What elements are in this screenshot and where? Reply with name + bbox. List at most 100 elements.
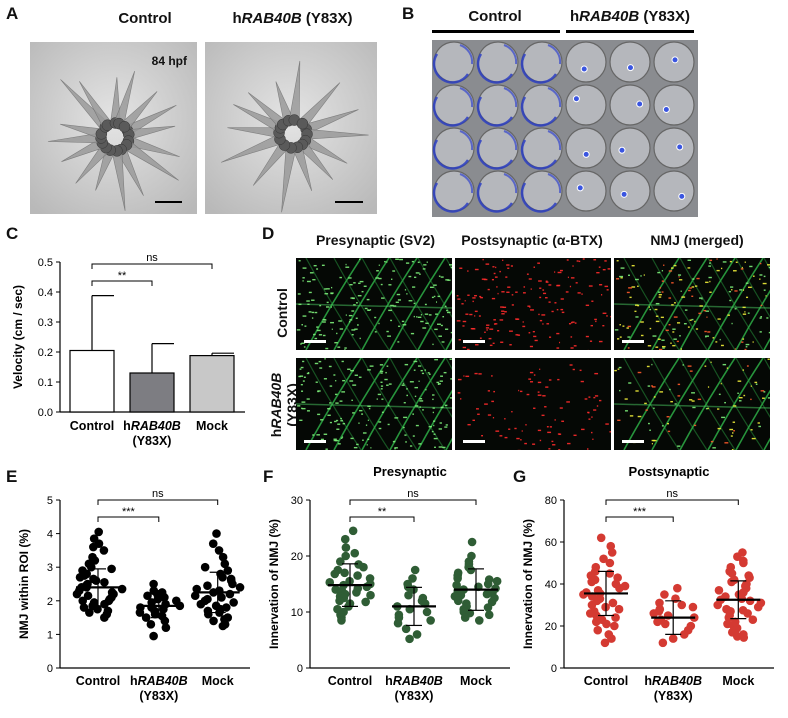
synapse-puncta: [392, 440, 396, 443]
synapse-puncta: [478, 315, 481, 317]
synapse-puncta: [367, 419, 369, 422]
data-point: [460, 613, 470, 622]
synapse-puncta: [359, 337, 361, 340]
synapse-puncta: [380, 381, 383, 383]
synapse-puncta: [566, 259, 569, 261]
synapse-puncta: [560, 308, 564, 311]
synapse-puncta: [380, 385, 384, 387]
synapse-puncta: [640, 334, 644, 337]
synapse-puncta: [394, 448, 396, 450]
synapse-puncta: [668, 297, 672, 299]
synapse-puncta: [327, 408, 331, 410]
data-point: [150, 609, 160, 619]
synapse-puncta: [328, 365, 332, 368]
significance-label: ns: [152, 488, 164, 500]
synapse-puncta: [651, 439, 655, 442]
track-trace: [520, 96, 558, 127]
myoseptum-line: [389, 358, 446, 450]
synapse-puncta: [742, 338, 745, 340]
synapse-puncta: [422, 409, 424, 411]
synapse-puncta: [456, 320, 461, 322]
significance-label: ***: [122, 506, 136, 518]
synapse-puncta: [537, 429, 542, 432]
synapse-puncta: [648, 422, 650, 425]
synapse-puncta: [532, 443, 536, 445]
synapse-puncta: [678, 276, 680, 278]
synapse-puncta: [733, 405, 737, 407]
synapse-puncta: [312, 434, 315, 436]
micrograph-mutant-postsynaptic: [455, 358, 611, 450]
synapse-puncta: [655, 302, 660, 305]
synapse-puncta: [433, 284, 437, 286]
synapse-puncta: [762, 397, 765, 399]
synapse-puncta: [572, 265, 574, 267]
synapse-puncta: [493, 390, 496, 393]
synapse-puncta: [729, 428, 734, 431]
synapse-puncta: [325, 306, 330, 308]
synapse-puncta: [495, 430, 500, 432]
synapse-puncta: [658, 296, 662, 298]
synapse-puncta: [499, 435, 503, 437]
synapse-puncta: [617, 419, 621, 422]
synapse-puncta: [504, 436, 508, 439]
synapse-puncta: [388, 383, 392, 385]
data-point: [79, 603, 89, 612]
panel-a-mutant-title: hRAB40B (Y83X): [232, 10, 353, 27]
track-trace: [432, 182, 470, 213]
synapse-puncta: [485, 327, 489, 329]
synapse-puncta: [322, 319, 326, 321]
synapse-puncta: [337, 443, 341, 445]
synapse-puncta: [570, 322, 573, 324]
synapse-puncta: [545, 281, 549, 283]
synapse-puncta: [704, 365, 707, 367]
synapse-puncta: [416, 316, 418, 318]
synapse-puncta: [395, 301, 399, 303]
synapse-puncta: [525, 424, 527, 426]
synapse-puncta: [419, 406, 422, 408]
synapse-puncta: [386, 365, 389, 367]
synapse-puncta: [767, 264, 770, 266]
significance-label: ***: [633, 506, 647, 518]
synapse-puncta: [533, 335, 537, 338]
synapse-puncta: [739, 289, 743, 291]
synapse-puncta: [450, 331, 452, 334]
synapse-puncta: [570, 347, 574, 349]
synapse-puncta: [717, 408, 720, 410]
track-dot: [620, 190, 628, 198]
synapse-puncta: [602, 325, 605, 327]
synapse-puncta: [404, 289, 407, 291]
synapse-puncta: [587, 412, 590, 414]
synapse-puncta: [445, 424, 448, 426]
synapse-puncta: [556, 308, 559, 311]
synapse-puncta: [299, 368, 302, 370]
synapse-puncta: [356, 443, 359, 446]
synapse-puncta: [317, 390, 320, 393]
x-tick-label: Control: [70, 419, 114, 433]
y-tick-label: 0.1: [38, 377, 53, 389]
synapse-puncta: [472, 297, 476, 299]
myoseptum-line: [333, 358, 390, 450]
synapse-puncta: [463, 375, 465, 377]
synapse-puncta: [589, 340, 593, 342]
data-point: [608, 598, 618, 608]
synapse-puncta: [529, 345, 534, 348]
myoseptum-line: [623, 258, 680, 350]
synapse-puncta: [439, 422, 442, 424]
well: [653, 127, 695, 169]
synapse-puncta: [667, 430, 671, 433]
y-tick-label: 60: [545, 537, 557, 549]
synapse-puncta: [308, 311, 312, 313]
synapse-puncta: [721, 416, 726, 419]
synapse-puncta: [301, 401, 306, 403]
larvae-control-photo: 84 hpf: [30, 42, 197, 214]
synapse-puncta: [694, 285, 698, 287]
synapse-puncta: [574, 322, 577, 324]
synapse-puncta: [432, 398, 434, 401]
synapse-puncta: [345, 263, 347, 266]
synapse-puncta: [439, 380, 443, 382]
synapse-puncta: [515, 318, 519, 320]
data-point: [611, 613, 620, 622]
synapse-puncta: [378, 264, 380, 266]
synapse-puncta: [323, 433, 328, 435]
synapse-puncta: [477, 413, 480, 415]
